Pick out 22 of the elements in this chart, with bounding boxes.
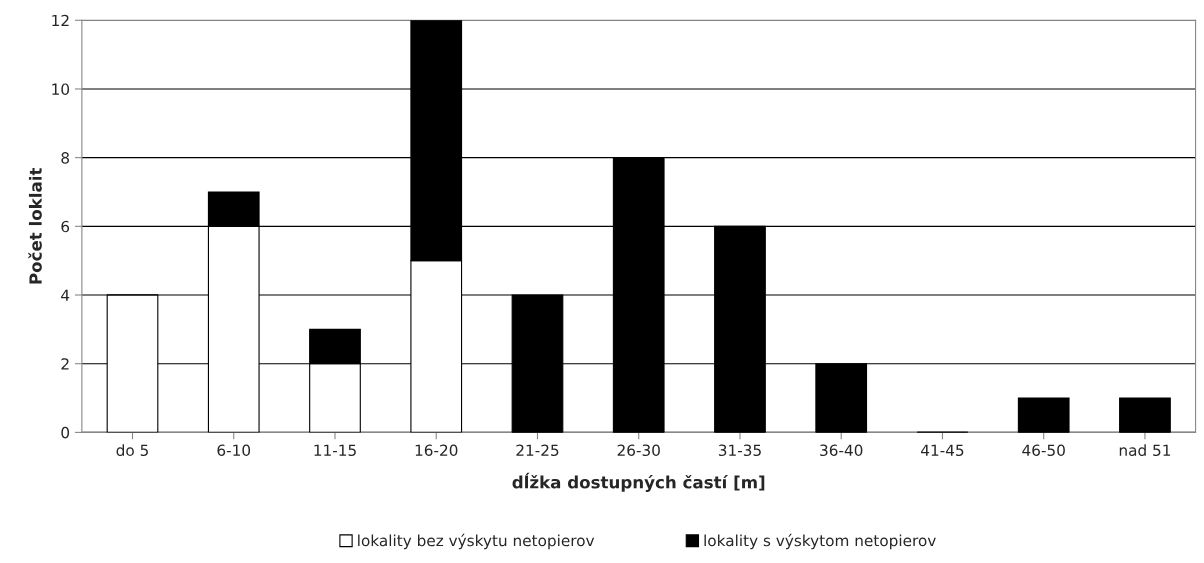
y-tick-label: 6 xyxy=(61,220,70,233)
legend-label: lokality s výskytom netopierov xyxy=(704,533,936,550)
x-tick-label: 31-35 xyxy=(718,444,761,457)
x-tick-label: 26-30 xyxy=(617,444,660,457)
x-axis-title: dĺžka dostupných častí [m] xyxy=(512,472,765,492)
x-tick-label: 36-40 xyxy=(820,444,863,457)
y-tick-label: 8 xyxy=(61,152,70,164)
x-tick-label: 41-45 xyxy=(921,444,964,457)
y-tick-label: 0 xyxy=(61,426,70,439)
x-tick-label: 11-15 xyxy=(314,444,356,457)
y-tick-label: 10 xyxy=(52,83,70,95)
x-tick-label: 6-10 xyxy=(217,444,251,457)
y-tick-label: 4 xyxy=(61,289,70,301)
y-axis-title: Počet loklait xyxy=(28,167,42,284)
x-tick-label: 21-25 xyxy=(516,444,559,457)
y-tick-label: 2 xyxy=(61,358,69,370)
x-tick-label: 16-20 xyxy=(415,444,458,457)
legend-label: lokality bez výskytu netopierov xyxy=(358,533,595,550)
x-tick-label: 46-50 xyxy=(1022,444,1065,457)
y-tick-label: 12 xyxy=(52,14,69,27)
x-tick-label: nad 51 xyxy=(1119,444,1171,457)
x-tick-label: do 5 xyxy=(116,444,148,457)
